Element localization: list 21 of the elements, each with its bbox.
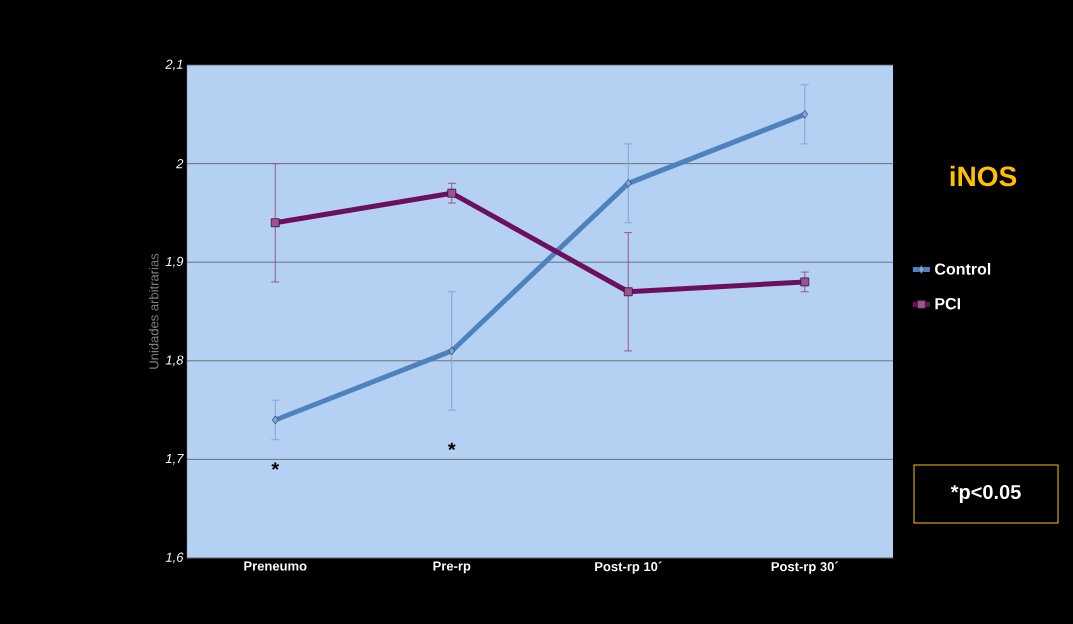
y-tick-label: 1,6: [165, 552, 184, 564]
point: [447, 188, 457, 198]
point: [623, 287, 633, 297]
legend-label: Control: [935, 262, 991, 275]
y-tick-label: 1,9: [165, 256, 184, 268]
x-tick-label: Post-rp 30´: [771, 561, 839, 574]
x-tick-label: Preneumo: [244, 561, 307, 571]
x-tick-label: Post-rp 10´: [595, 561, 662, 574]
annotation: *: [447, 442, 456, 451]
y-tick-label: 2: [176, 159, 184, 169]
point: [800, 277, 810, 287]
point: [270, 218, 280, 228]
y-axis-title: Unidades arbitrarias: [148, 253, 159, 369]
y-tick-label: 2,1: [165, 59, 183, 71]
x-tick-label: Pre-rp: [433, 561, 471, 574]
text: iNOS: [950, 165, 1017, 187]
y-tick-label: 1,7: [165, 454, 184, 465]
legend-label: PCI: [935, 298, 960, 310]
text: *p<0.05: [950, 484, 1021, 504]
y-tick-label: 1,8: [165, 355, 184, 367]
annotation: *: [271, 462, 280, 470]
